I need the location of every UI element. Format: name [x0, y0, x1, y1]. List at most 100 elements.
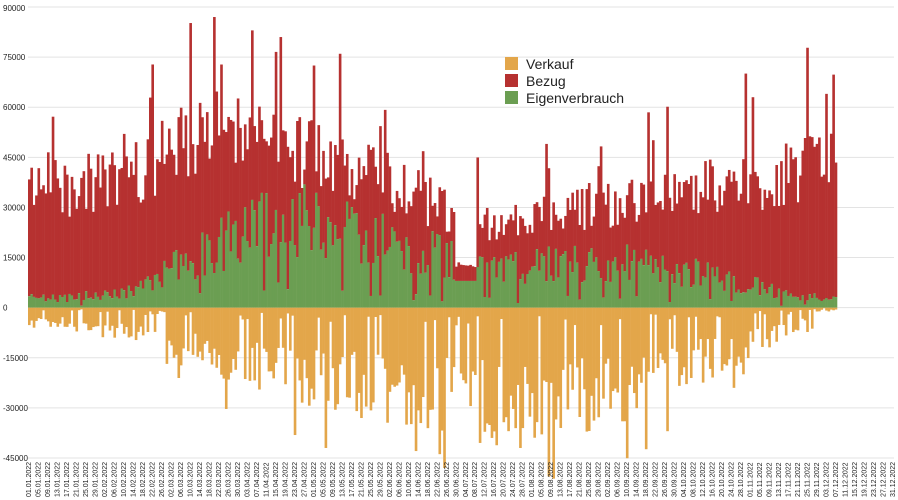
- bar-bezug: [146, 139, 150, 277]
- bar-bezug: [42, 185, 45, 295]
- bar-eigenverbrauch: [172, 251, 176, 308]
- bar-verkauf: [668, 307, 672, 320]
- bar-bezug: [431, 205, 434, 232]
- bar-verkauf: [701, 307, 705, 383]
- bar-verkauf: [246, 307, 249, 320]
- bar-eigenverbrauch: [516, 303, 520, 308]
- bar-bezug: [84, 208, 88, 292]
- bar-verkauf: [372, 307, 375, 403]
- bar-eigenverbrauch: [763, 289, 767, 308]
- bar-eigenverbrauch: [445, 243, 449, 308]
- bar-bezug: [405, 213, 408, 238]
- bar-eigenverbrauch: [440, 301, 444, 308]
- bar-verkauf: [338, 307, 342, 365]
- bar-bezug: [149, 97, 152, 281]
- bar-verkauf: [735, 307, 738, 366]
- bar-eigenverbrauch: [232, 224, 235, 308]
- bar-verkauf: [578, 307, 582, 417]
- bar-verkauf: [326, 307, 330, 401]
- bar-verkauf: [637, 307, 641, 375]
- bar-eigenverbrauch: [438, 235, 442, 308]
- bar-bezug: [720, 205, 724, 281]
- bar-eigenverbrauch: [568, 261, 572, 308]
- bar-eigenverbrauch: [659, 282, 662, 308]
- bar-bezug: [113, 165, 117, 290]
- bar-bezug: [179, 107, 183, 255]
- bar-verkauf: [194, 307, 197, 334]
- bar-verkauf: [675, 307, 679, 352]
- bar-verkauf: [414, 307, 418, 452]
- x-tick-label: 07.04.2022: [254, 462, 261, 497]
- x-tick-label: 26.06.2022: [444, 462, 451, 497]
- bar-eigenverbrauch: [547, 246, 551, 308]
- bar-eigenverbrauch: [727, 271, 731, 308]
- bar-eigenverbrauch: [307, 226, 311, 308]
- bar-verkauf: [471, 307, 475, 372]
- bar-bezug: [452, 212, 456, 280]
- bar-bezug: [773, 206, 776, 299]
- bar-verkauf: [633, 307, 636, 394]
- bar-bezug: [694, 175, 698, 259]
- bar-bezug: [606, 183, 610, 261]
- bar-eigenverbrauch: [156, 273, 159, 308]
- bar-eigenverbrauch: [421, 250, 425, 308]
- bar-verkauf: [120, 307, 124, 324]
- bar-eigenverbrauch: [490, 260, 494, 308]
- bar-bezug: [54, 160, 57, 300]
- bar-verkauf: [350, 307, 354, 355]
- bar-bezug: [547, 168, 551, 247]
- x-tick-label: 13.05.2022: [339, 462, 346, 497]
- bar-eigenverbrauch: [474, 280, 477, 308]
- bar-bezug: [654, 204, 657, 260]
- bar-bezug: [787, 183, 790, 296]
- bar-eigenverbrauch: [609, 281, 612, 308]
- bar-eigenverbrauch: [253, 210, 257, 308]
- bar-bezug: [338, 53, 342, 239]
- bar-eigenverbrauch: [393, 231, 396, 308]
- bar-verkauf: [825, 307, 828, 311]
- bar-bezug: [799, 175, 802, 301]
- bar-verkauf: [587, 307, 591, 431]
- bar-verkauf: [196, 307, 200, 357]
- bar-verkauf: [642, 307, 646, 358]
- bar-eigenverbrauch: [70, 295, 74, 308]
- bar-verkauf: [355, 307, 359, 412]
- bar-bezug: [621, 212, 624, 265]
- bar-bezug: [243, 124, 247, 208]
- legend-label-bezug: Bezug: [526, 73, 566, 89]
- bar-bezug: [194, 173, 197, 280]
- bar-verkauf: [224, 307, 228, 409]
- bar-eigenverbrauch: [616, 270, 620, 308]
- bar-eigenverbrauch: [614, 257, 617, 308]
- bar-verkauf: [158, 307, 162, 311]
- bar-bezug: [232, 121, 235, 225]
- bar-eigenverbrauch: [353, 213, 356, 308]
- bar-verkauf: [127, 307, 131, 338]
- bar-verkauf: [754, 307, 757, 314]
- bar-eigenverbrauch: [134, 286, 138, 308]
- bar-eigenverbrauch: [163, 260, 166, 308]
- bar-verkauf: [533, 307, 536, 438]
- bar-verkauf: [94, 307, 98, 327]
- bar-eigenverbrauch: [270, 244, 273, 308]
- bar-bezug: [697, 213, 700, 262]
- bar-bezug: [73, 189, 76, 300]
- bar-verkauf: [80, 307, 83, 310]
- bar-eigenverbrauch: [633, 249, 636, 308]
- x-tick-label: 11.12.2022: [842, 462, 849, 497]
- bar-bezug: [803, 138, 807, 305]
- bar-verkauf: [428, 307, 432, 410]
- bar-verkauf: [538, 307, 541, 317]
- bar-verkauf: [222, 307, 226, 379]
- bar-verkauf: [101, 307, 105, 338]
- bar-eigenverbrauch: [495, 277, 499, 308]
- bar-verkauf: [35, 307, 38, 321]
- bar-verkauf: [220, 307, 223, 375]
- bar-eigenverbrauch: [272, 233, 275, 308]
- bar-bezug: [141, 199, 145, 289]
- bar-bezug: [455, 266, 458, 281]
- bar-verkauf: [822, 307, 826, 309]
- bar-eigenverbrauch: [51, 294, 55, 308]
- bar-eigenverbrauch: [500, 258, 503, 308]
- bar-bezug: [196, 144, 200, 276]
